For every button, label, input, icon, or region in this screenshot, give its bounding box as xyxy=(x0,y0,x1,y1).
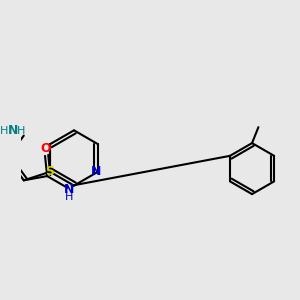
Text: S: S xyxy=(46,165,55,178)
Text: N: N xyxy=(64,183,75,196)
Text: H: H xyxy=(17,126,26,136)
Text: N: N xyxy=(91,165,101,178)
Text: H: H xyxy=(65,192,74,202)
Text: H: H xyxy=(0,126,8,136)
Text: N: N xyxy=(8,124,18,137)
Text: O: O xyxy=(41,142,51,155)
